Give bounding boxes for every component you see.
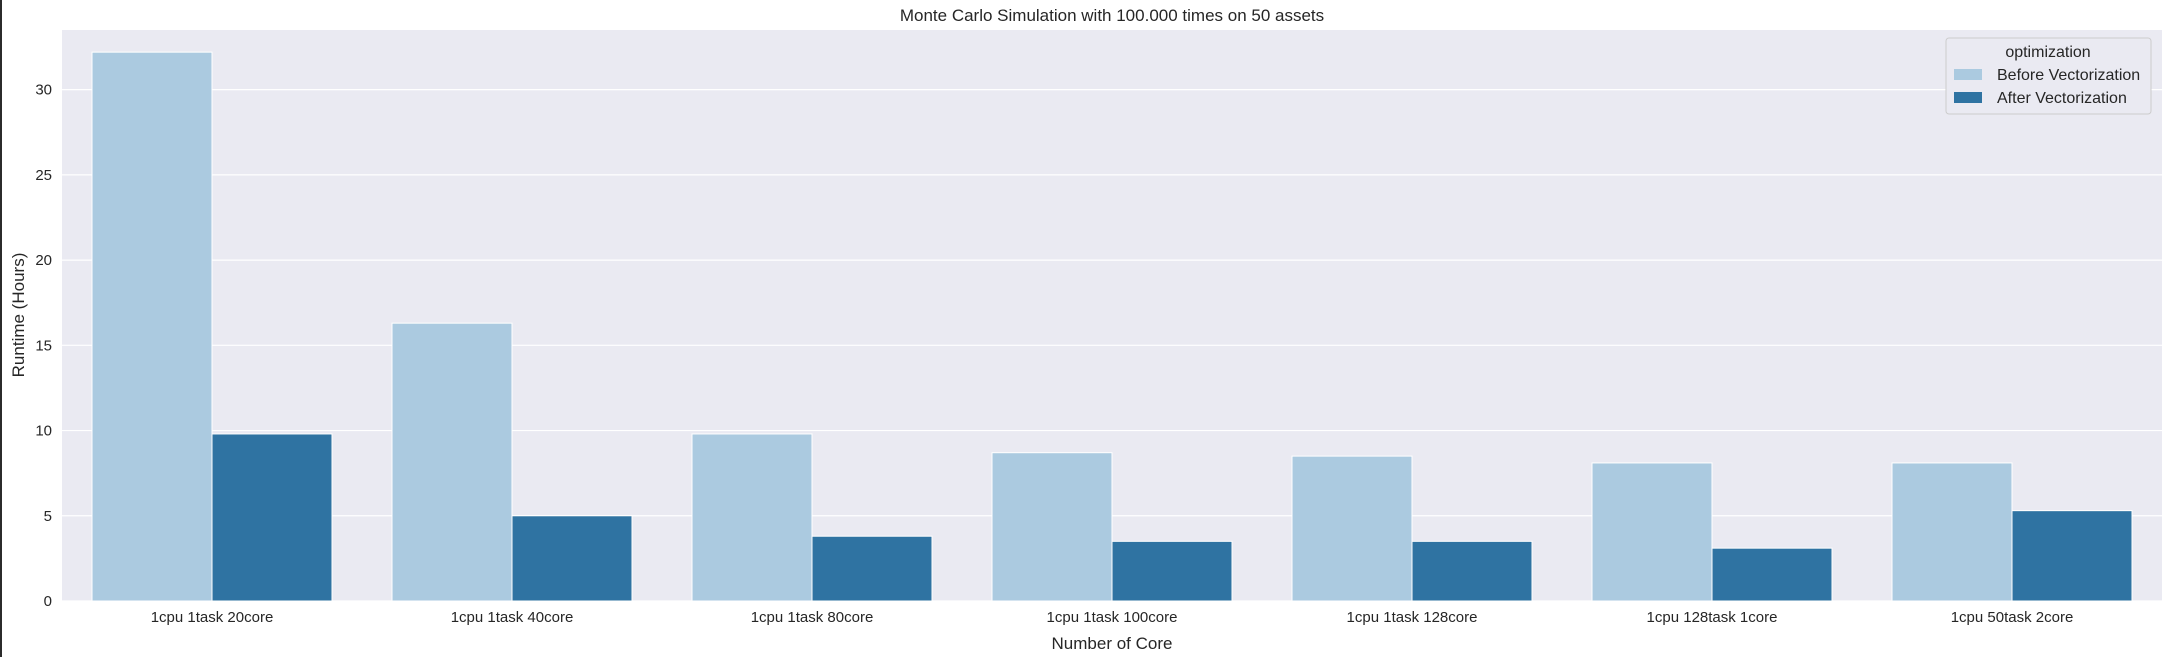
bar-after-4 <box>1111 540 1233 602</box>
legend-swatch-after <box>1954 92 1982 103</box>
bar-after-3 <box>811 535 933 602</box>
legend-title: optimization <box>2005 44 2090 61</box>
legend: optimization Before Vectorization After … <box>1945 37 2152 115</box>
bar-before-4 <box>991 452 1113 602</box>
bar-after-6 <box>1711 547 1833 602</box>
legend-swatch-before <box>1954 69 1982 80</box>
y-tick-label: 0 <box>44 593 52 610</box>
x-tick-label: 1cpu 1task 80core <box>751 609 874 626</box>
x-tick-label: 1cpu 50task 2core <box>1951 609 2074 626</box>
y-tick-label: 10 <box>35 423 52 440</box>
y-tick-label: 15 <box>35 337 52 354</box>
x-tick-label: 1cpu 1task 100core <box>1047 609 1178 626</box>
y-axis-ticks: 0 5 10 15 20 25 30 <box>35 82 52 610</box>
bar-before-3 <box>691 433 813 602</box>
y-tick-label: 25 <box>35 167 52 184</box>
bar-after-2 <box>511 515 633 602</box>
x-tick-label: 1cpu 1task 128core <box>1347 609 1478 626</box>
bar-before-7 <box>1891 462 2013 602</box>
y-tick-label: 30 <box>35 82 52 99</box>
x-tick-label: 1cpu 1task 40core <box>451 609 574 626</box>
bar-after-1 <box>211 433 333 602</box>
y-tick-label: 20 <box>35 252 52 269</box>
bar-before-5 <box>1291 455 1413 602</box>
bar-after-5 <box>1411 540 1533 602</box>
bars <box>91 51 2133 602</box>
x-axis-label: Number of Core <box>1052 634 1173 653</box>
y-axis-label: Runtime (Hours) <box>9 253 28 378</box>
bar-before-2 <box>391 322 513 602</box>
legend-label-before: Before Vectorization <box>1997 67 2140 84</box>
window-left-edge <box>0 0 2 657</box>
x-axis-ticks: 1cpu 1task 20core 1cpu 1task 40core 1cpu 1… <box>151 609 2074 626</box>
bar-after-7 <box>2011 510 2133 602</box>
legend-box <box>1945 37 2152 115</box>
bar-before-6 <box>1591 462 1713 602</box>
x-tick-label: 1cpu 128task 1core <box>1647 609 1778 626</box>
x-tick-label: 1cpu 1task 20core <box>151 609 274 626</box>
y-tick-label: 5 <box>44 508 52 525</box>
bar-before-1 <box>91 51 213 602</box>
legend-label-after: After Vectorization <box>1997 90 2127 107</box>
chart-title: Monte Carlo Simulation with 100.000 time… <box>900 6 1324 25</box>
